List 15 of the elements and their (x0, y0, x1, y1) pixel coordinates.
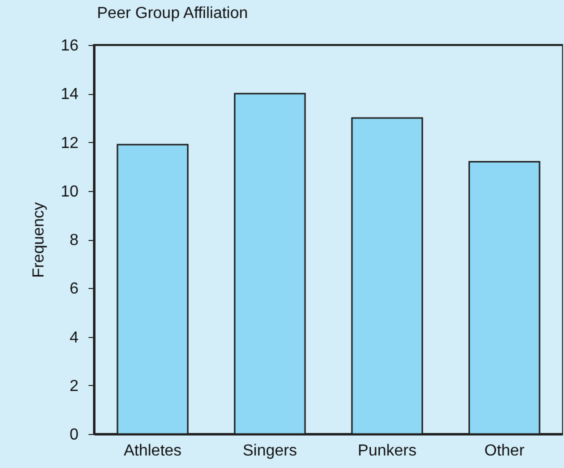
y-tick-label: 2 (70, 378, 79, 395)
y-tick-label: 12 (60, 134, 79, 152)
y-tick-label: 0 (70, 426, 79, 444)
x-tick-label: Athletes (124, 442, 182, 460)
y-tick-label: 4 (70, 329, 79, 346)
chart-title: Peer Group Affiliation (97, 5, 248, 22)
y-tick-label: 16 (60, 38, 79, 54)
y-tick-label: 14 (60, 86, 79, 104)
y-tick-label: 8 (70, 232, 79, 249)
x-tick-label: Other (484, 442, 526, 460)
x-tick-label: Singers (242, 442, 297, 460)
y-tick-label: 6 (70, 280, 79, 298)
y-axis-title: Frequency (30, 202, 48, 278)
y-tick-label: 10 (60, 183, 79, 200)
x-tick-label: Punkers (358, 442, 416, 460)
